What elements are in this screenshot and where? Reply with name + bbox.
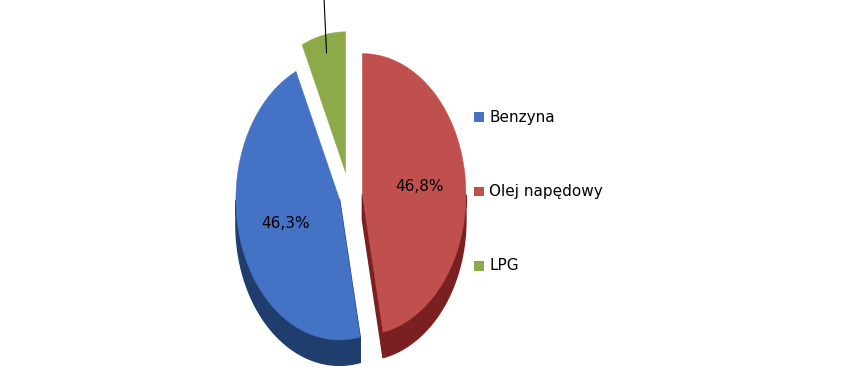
Text: 6,9%: 6,9% xyxy=(305,0,341,53)
Bar xyxy=(474,187,484,196)
Polygon shape xyxy=(362,54,466,332)
Polygon shape xyxy=(302,32,346,172)
Polygon shape xyxy=(236,72,360,340)
Polygon shape xyxy=(339,199,360,362)
Polygon shape xyxy=(383,195,466,358)
Text: Olej napędowy: Olej napędowy xyxy=(490,184,603,199)
Polygon shape xyxy=(236,201,360,365)
Text: LPG: LPG xyxy=(490,258,519,273)
Bar xyxy=(474,261,484,271)
Polygon shape xyxy=(362,194,383,358)
Text: Benzyna: Benzyna xyxy=(490,110,555,125)
Text: 46,8%: 46,8% xyxy=(395,179,443,194)
Text: 46,3%: 46,3% xyxy=(261,216,310,231)
Bar xyxy=(474,112,484,122)
